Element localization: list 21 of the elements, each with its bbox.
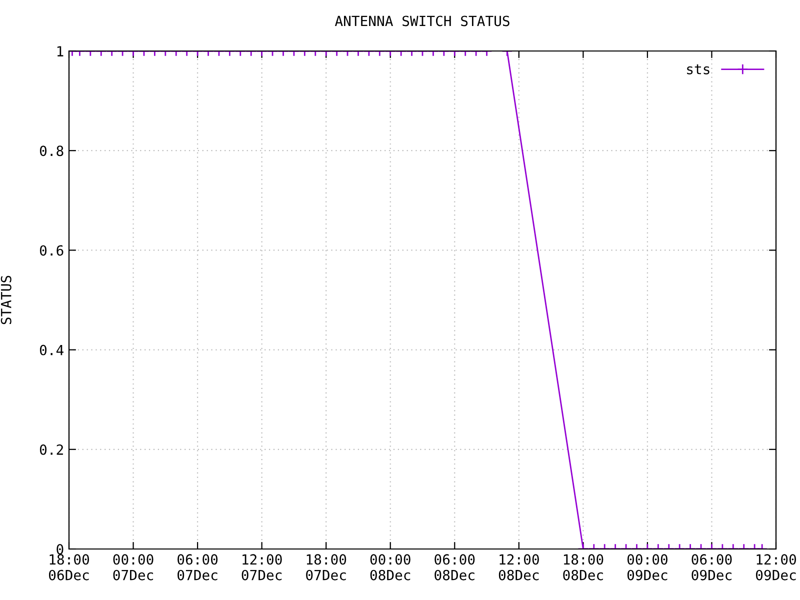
y-tick-label: 0.2 bbox=[40, 444, 63, 455]
x-tick-label: 12:00 09Dec bbox=[756, 554, 796, 580]
x-tick-label: 00:00 08Dec bbox=[370, 554, 410, 580]
x-tick-label: 12:00 07Dec bbox=[242, 554, 282, 580]
y-axis-title: STATUS bbox=[0, 276, 12, 324]
legend-label: sts bbox=[687, 64, 710, 74]
x-tick-label: 06:00 07Dec bbox=[178, 554, 218, 580]
y-tick-label: 0.6 bbox=[40, 245, 64, 256]
x-tick-label: 18:00 06Dec bbox=[49, 554, 90, 580]
x-tick-label: 00:00 09Dec bbox=[627, 554, 668, 580]
x-tick-label: 06:00 08Dec bbox=[434, 554, 475, 580]
y-tick-label: 0.8 bbox=[40, 146, 64, 156]
y-tick-label: 1 bbox=[57, 46, 64, 56]
x-tick-label: 06:00 09Dec bbox=[692, 554, 732, 580]
y-tick-label: 0 bbox=[56, 544, 64, 555]
x-tick-label: 18:00 07Dec bbox=[306, 554, 346, 580]
chart-title: ANTENNA SWITCH STATUS bbox=[334, 16, 510, 26]
x-tick-label: 12:00 08Dec bbox=[498, 554, 539, 580]
x-tick-label: 00:00 07Dec bbox=[113, 554, 154, 580]
x-tick-label: 18:00 08Dec bbox=[563, 554, 604, 580]
y-tick-label: 0.4 bbox=[40, 344, 64, 356]
